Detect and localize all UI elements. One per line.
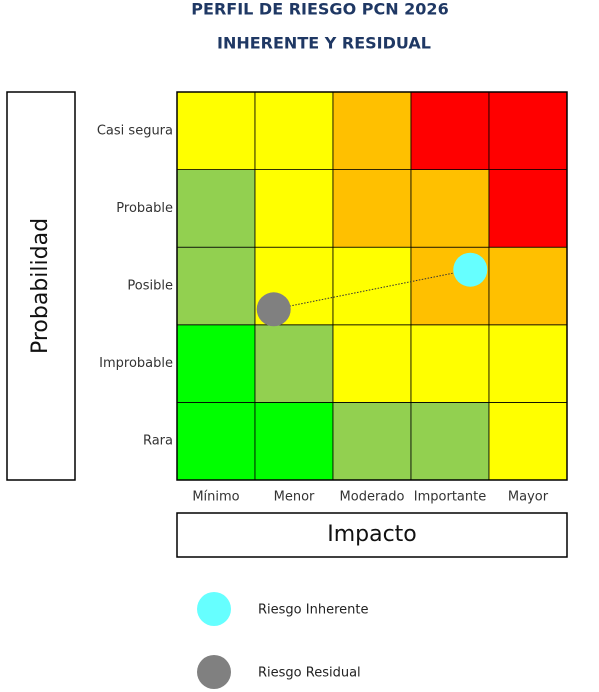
chart-subtitle: INHERENTE Y RESIDUAL bbox=[217, 34, 431, 53]
x-tick-label: Mayor bbox=[508, 490, 549, 505]
matrix-cell bbox=[176, 169, 256, 248]
matrix-cell bbox=[176, 246, 256, 326]
matrix-cell bbox=[488, 246, 568, 326]
y-axis-label: Probabilidad bbox=[28, 218, 53, 354]
y-tick-label: Casi segura bbox=[97, 123, 173, 138]
x-label-box bbox=[176, 512, 568, 558]
matrix-cell bbox=[410, 324, 490, 403]
y-tick-label: Improbable bbox=[99, 356, 173, 371]
y-tick-label: Posible bbox=[127, 279, 173, 294]
x-tick-label: Menor bbox=[274, 490, 315, 505]
matrix-cell bbox=[176, 401, 256, 481]
matrix-cell bbox=[254, 91, 334, 170]
matrix-cell bbox=[410, 169, 490, 248]
matrix-cell bbox=[332, 324, 412, 403]
matrix-cell bbox=[332, 401, 412, 481]
risk-point bbox=[256, 292, 291, 327]
matrix-cell bbox=[488, 91, 568, 170]
legend-swatch bbox=[197, 655, 231, 689]
matrix-cell bbox=[488, 324, 568, 403]
matrix-cell bbox=[332, 91, 412, 170]
y-tick-label: Probable bbox=[116, 201, 173, 216]
matrix-cell bbox=[488, 169, 568, 248]
x-tick-label: Moderado bbox=[340, 490, 405, 505]
matrix-cell bbox=[176, 324, 256, 403]
chart-title: PERFIL DE RIESGO PCN 2026 bbox=[191, 0, 448, 19]
risk-point bbox=[453, 252, 488, 287]
matrix-cell bbox=[254, 401, 334, 481]
matrix-cell bbox=[254, 169, 334, 248]
legend-swatch bbox=[197, 592, 231, 626]
matrix-cell bbox=[410, 91, 490, 170]
y-label-box bbox=[6, 91, 76, 481]
matrix-cell bbox=[488, 401, 568, 481]
connector bbox=[273, 269, 471, 310]
matrix-border bbox=[176, 91, 568, 481]
matrix-cell bbox=[410, 401, 490, 481]
legend-label: Riesgo Inherente bbox=[258, 603, 368, 618]
x-axis-label: Impacto bbox=[327, 522, 417, 547]
matrix-cell bbox=[332, 246, 412, 326]
x-tick-label: Importante bbox=[414, 490, 486, 505]
matrix-cell bbox=[176, 91, 256, 170]
y-tick-label: Rara bbox=[143, 434, 173, 449]
matrix-cell bbox=[254, 324, 334, 403]
matrix-cell bbox=[332, 169, 412, 248]
x-tick-label: Mínimo bbox=[192, 490, 239, 505]
legend-label: Riesgo Residual bbox=[258, 666, 361, 681]
